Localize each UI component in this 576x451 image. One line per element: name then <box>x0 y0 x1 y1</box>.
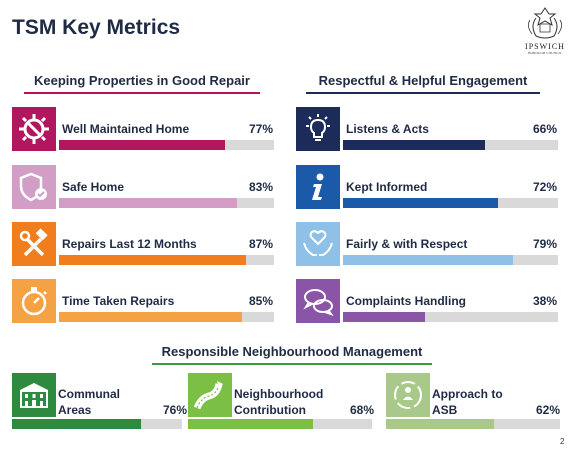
metric-percent: 85% <box>248 294 273 308</box>
progress-bar <box>343 312 558 322</box>
section-heading-neighbourhood: Responsible Neighbourhood Management <box>152 344 432 365</box>
progress-bar <box>12 419 182 429</box>
metric-communal-areas: Communal Areas 76% <box>12 373 190 429</box>
progress-bar <box>59 255 274 265</box>
progress-fill <box>12 419 142 429</box>
metric-label-line1: Neighbourhood <box>234 387 324 401</box>
metric-label-line1: Communal <box>58 387 121 401</box>
icon-tile <box>296 107 340 151</box>
metric-percent: 76% <box>162 403 187 417</box>
metric-well-maintained-home: Well Maintained Home 77% <box>12 107 277 153</box>
metric-time-taken-repairs: Time Taken Repairs 85% <box>12 279 277 325</box>
progress-fill <box>343 198 498 208</box>
icon-tile <box>296 279 340 323</box>
icon-tile <box>12 279 56 323</box>
progress-fill <box>386 419 494 429</box>
metric-percent: 77% <box>248 122 273 136</box>
icon-tile <box>188 373 232 417</box>
metric-neighbourhood-contribution: Neighbourhood Contribution 68% <box>188 373 378 429</box>
metric-percent: 83% <box>248 180 273 194</box>
progress-fill <box>343 255 513 265</box>
progress-fill <box>59 255 247 265</box>
progress-bar <box>343 198 558 208</box>
metric-label: Time Taken Repairs <box>62 294 175 308</box>
building-icon <box>20 383 48 408</box>
metric-label: Fairly & with Respect <box>346 237 468 251</box>
community-icon <box>394 381 422 409</box>
lightbulb-icon <box>306 114 330 141</box>
section-heading-repair: Keeping Properties in Good Repair <box>24 73 260 94</box>
crest-icon <box>528 7 562 39</box>
progress-fill <box>188 419 314 429</box>
metric-percent: 62% <box>535 403 560 417</box>
progress-bar <box>343 255 558 265</box>
page-title: TSM Key Metrics <box>12 16 181 39</box>
progress-fill <box>343 312 425 322</box>
metric-percent: 66% <box>532 122 557 136</box>
road-icon <box>193 381 223 410</box>
section-heading-engagement: Respectful & Helpful Engagement <box>306 73 540 94</box>
page-number: 2 <box>560 437 565 446</box>
progress-bar <box>59 312 274 322</box>
metric-repairs-last-12-months: Repairs Last 12 Months 87% <box>12 222 277 268</box>
metric-complaints-handling: Complaints Handling 38% <box>296 279 561 325</box>
council-logo: IPSWICH BOROUGH COUNCIL <box>518 4 572 58</box>
metric-label-line1: Approach to <box>432 387 503 401</box>
metric-listens-acts: Listens & Acts 66% <box>296 107 561 153</box>
metric-percent: 87% <box>248 237 273 251</box>
metric-label: Kept Informed <box>346 180 428 194</box>
logo-subtitle: BOROUGH COUNCIL <box>528 51 562 55</box>
metric-label: Well Maintained Home <box>62 122 190 136</box>
progress-bar <box>343 140 558 150</box>
progress-bar <box>59 198 274 208</box>
metric-fairly-with-respect: Fairly & with Respect 79% <box>296 222 561 268</box>
metric-label-line2: Areas <box>58 403 92 417</box>
icon-tile <box>12 165 56 209</box>
progress-bar <box>188 419 372 429</box>
stopwatch-icon <box>21 287 47 316</box>
heart-hands-icon <box>303 230 333 256</box>
icon-tile <box>12 373 56 417</box>
gear-wrench-icon <box>19 114 49 144</box>
metric-label-line2: ASB <box>432 403 458 417</box>
icon-tile <box>386 373 430 417</box>
icon-tile <box>12 107 56 151</box>
icon-tile <box>296 222 340 266</box>
progress-bar <box>386 419 560 429</box>
info-icon <box>312 173 324 200</box>
icon-tile <box>12 222 56 266</box>
metric-approach-to-asb: Approach to ASB 62% <box>386 373 564 429</box>
progress-fill <box>343 140 485 150</box>
logo-name: IPSWICH <box>525 42 565 51</box>
metric-percent: 68% <box>349 403 374 417</box>
progress-fill <box>59 312 242 322</box>
icon-tile <box>296 165 340 209</box>
progress-fill <box>59 198 238 208</box>
metric-safe-home: Safe Home 83% <box>12 165 277 211</box>
progress-bar <box>59 140 274 150</box>
metric-percent: 38% <box>532 294 557 308</box>
metric-label: Repairs Last 12 Months <box>62 237 197 251</box>
metric-label: Complaints Handling <box>346 294 466 308</box>
metric-kept-informed: Kept Informed 72% <box>296 165 561 211</box>
hammer-wrench-icon <box>19 228 48 257</box>
speech-bubbles-icon <box>303 289 334 316</box>
metric-label: Safe Home <box>62 180 125 194</box>
metric-percent: 79% <box>532 237 557 251</box>
progress-fill <box>59 140 225 150</box>
metric-label-line2: Contribution <box>234 403 306 417</box>
metric-label: Listens & Acts <box>346 122 429 136</box>
shield-check-icon <box>19 172 47 202</box>
metric-percent: 72% <box>532 180 557 194</box>
